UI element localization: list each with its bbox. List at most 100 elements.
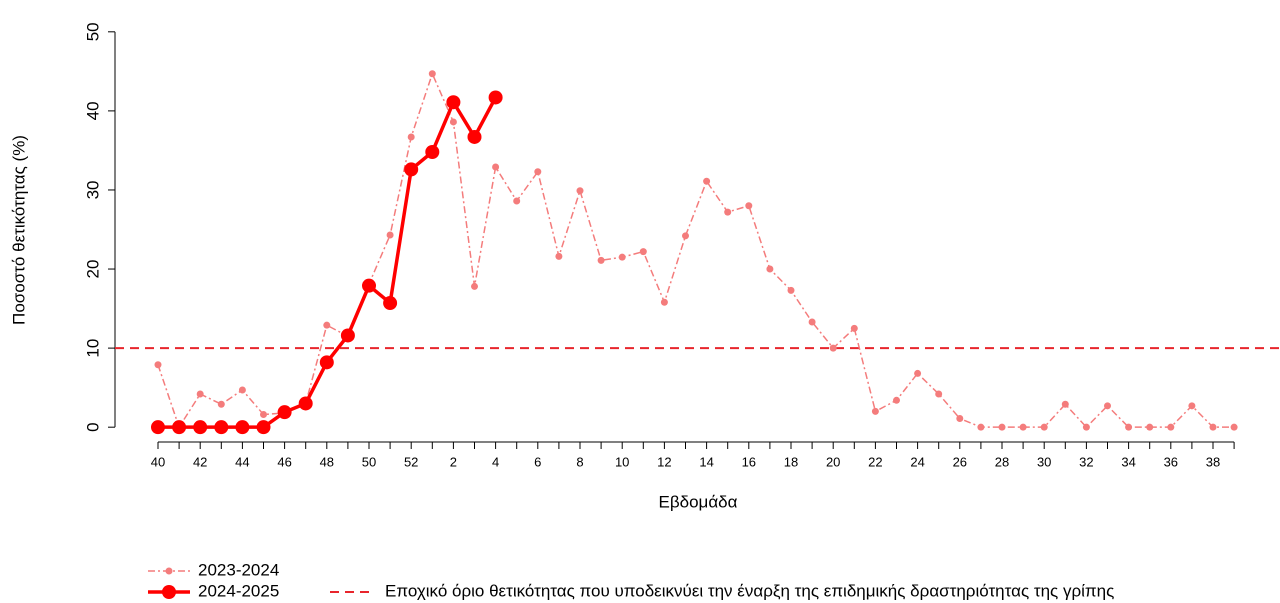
legend-marker [162, 585, 176, 599]
x-tick-label: 36 [1164, 454, 1178, 469]
data-point [871, 407, 879, 415]
y-tick-label: 30 [83, 181, 102, 200]
x-tick-label: 14 [699, 454, 713, 469]
data-point [471, 282, 478, 290]
data-point [425, 145, 440, 160]
data-point [383, 296, 398, 311]
x-tick-label: 12 [657, 454, 671, 469]
x-tick-label: 48 [320, 454, 334, 469]
data-point [956, 414, 964, 422]
x-tick-label: 40 [151, 454, 165, 469]
data-point [766, 265, 774, 273]
data-point [260, 411, 267, 419]
x-tick-label: 18 [784, 454, 798, 469]
data-point [492, 163, 500, 171]
data-point [298, 396, 313, 411]
data-point [1230, 423, 1238, 431]
x-tick-label: 50 [362, 454, 376, 469]
data-point [1188, 402, 1196, 410]
data-point [323, 321, 331, 329]
x-tick-label: 42 [193, 454, 207, 469]
x-tick-label: 26 [953, 454, 967, 469]
data-point [256, 420, 271, 435]
x-tick-label: 6 [534, 454, 541, 469]
x-tick-label: 28 [995, 454, 1009, 469]
data-point [660, 298, 668, 306]
data-point [1104, 402, 1111, 410]
data-point [724, 208, 732, 216]
data-point [829, 344, 837, 352]
y-tick-label: 20 [83, 260, 102, 279]
data-point [1019, 423, 1027, 431]
x-tick-label: 52 [404, 454, 418, 469]
y-tick-label: 10 [83, 339, 102, 358]
series-line [158, 96, 498, 429]
data-point [576, 187, 584, 195]
data-point [850, 324, 858, 332]
data-point [745, 202, 753, 210]
x-tick-label: 38 [1206, 454, 1220, 469]
data-point [428, 70, 436, 78]
data-point [893, 396, 900, 404]
data-point [235, 420, 250, 435]
data-point [449, 118, 457, 126]
x-tick-label: 44 [235, 454, 249, 469]
data-point [467, 129, 482, 144]
data-point [787, 286, 795, 294]
data-point [488, 90, 503, 105]
x-tick-label: 24 [910, 454, 924, 469]
data-point [1125, 423, 1133, 431]
data-point [977, 423, 985, 431]
x-axis-title: Εβδομάδα [659, 492, 738, 511]
x-tick-label: 10 [615, 454, 629, 469]
data-point [935, 390, 943, 398]
data-point [703, 177, 711, 185]
data-point [193, 420, 208, 435]
data-point [386, 231, 394, 239]
data-point [513, 197, 521, 205]
data-point [534, 168, 542, 176]
x-tick-label: 46 [277, 454, 291, 469]
data-point [808, 318, 816, 326]
data-point [446, 95, 461, 110]
y-axis-title: Ποσοστό θετικότητας (%) [9, 135, 28, 325]
data-point [404, 162, 419, 177]
data-point [214, 420, 229, 435]
data-point [407, 133, 415, 141]
data-point [998, 423, 1006, 431]
data-point [1146, 423, 1154, 431]
x-tick-label: 34 [1121, 454, 1135, 469]
x-tick-label: 32 [1079, 454, 1093, 469]
data-point [362, 278, 376, 293]
data-point [1082, 423, 1090, 431]
data-point [340, 328, 355, 343]
data-point [1040, 423, 1048, 431]
data-point [1209, 423, 1217, 431]
data-point [914, 369, 922, 377]
data-point [618, 253, 626, 261]
data-point [277, 405, 292, 420]
data-point [151, 420, 165, 435]
data-point [639, 248, 647, 256]
data-point [1061, 400, 1069, 408]
data-point [682, 232, 689, 240]
x-tick-label: 22 [868, 454, 882, 469]
data-point [238, 386, 246, 394]
data-point [555, 252, 563, 260]
data-point [154, 361, 162, 369]
x-tick-label: 16 [742, 454, 756, 469]
legend-marker [165, 567, 173, 575]
x-tick-label: 8 [576, 454, 583, 469]
data-point [217, 400, 225, 408]
data-point [172, 420, 187, 435]
legend-label: 2024-2025 [198, 581, 279, 600]
x-tick-label: 4 [492, 454, 499, 469]
data-point [319, 355, 334, 370]
legend-label: Εποχικό όριο θετικότητας που υποδεικνύει… [385, 581, 1114, 600]
x-tick-label: 20 [826, 454, 840, 469]
data-point [597, 256, 605, 264]
legend-label: 2023-2024 [198, 560, 279, 579]
x-tick-label: 30 [1037, 454, 1051, 469]
y-tick-label: 50 [83, 22, 102, 41]
